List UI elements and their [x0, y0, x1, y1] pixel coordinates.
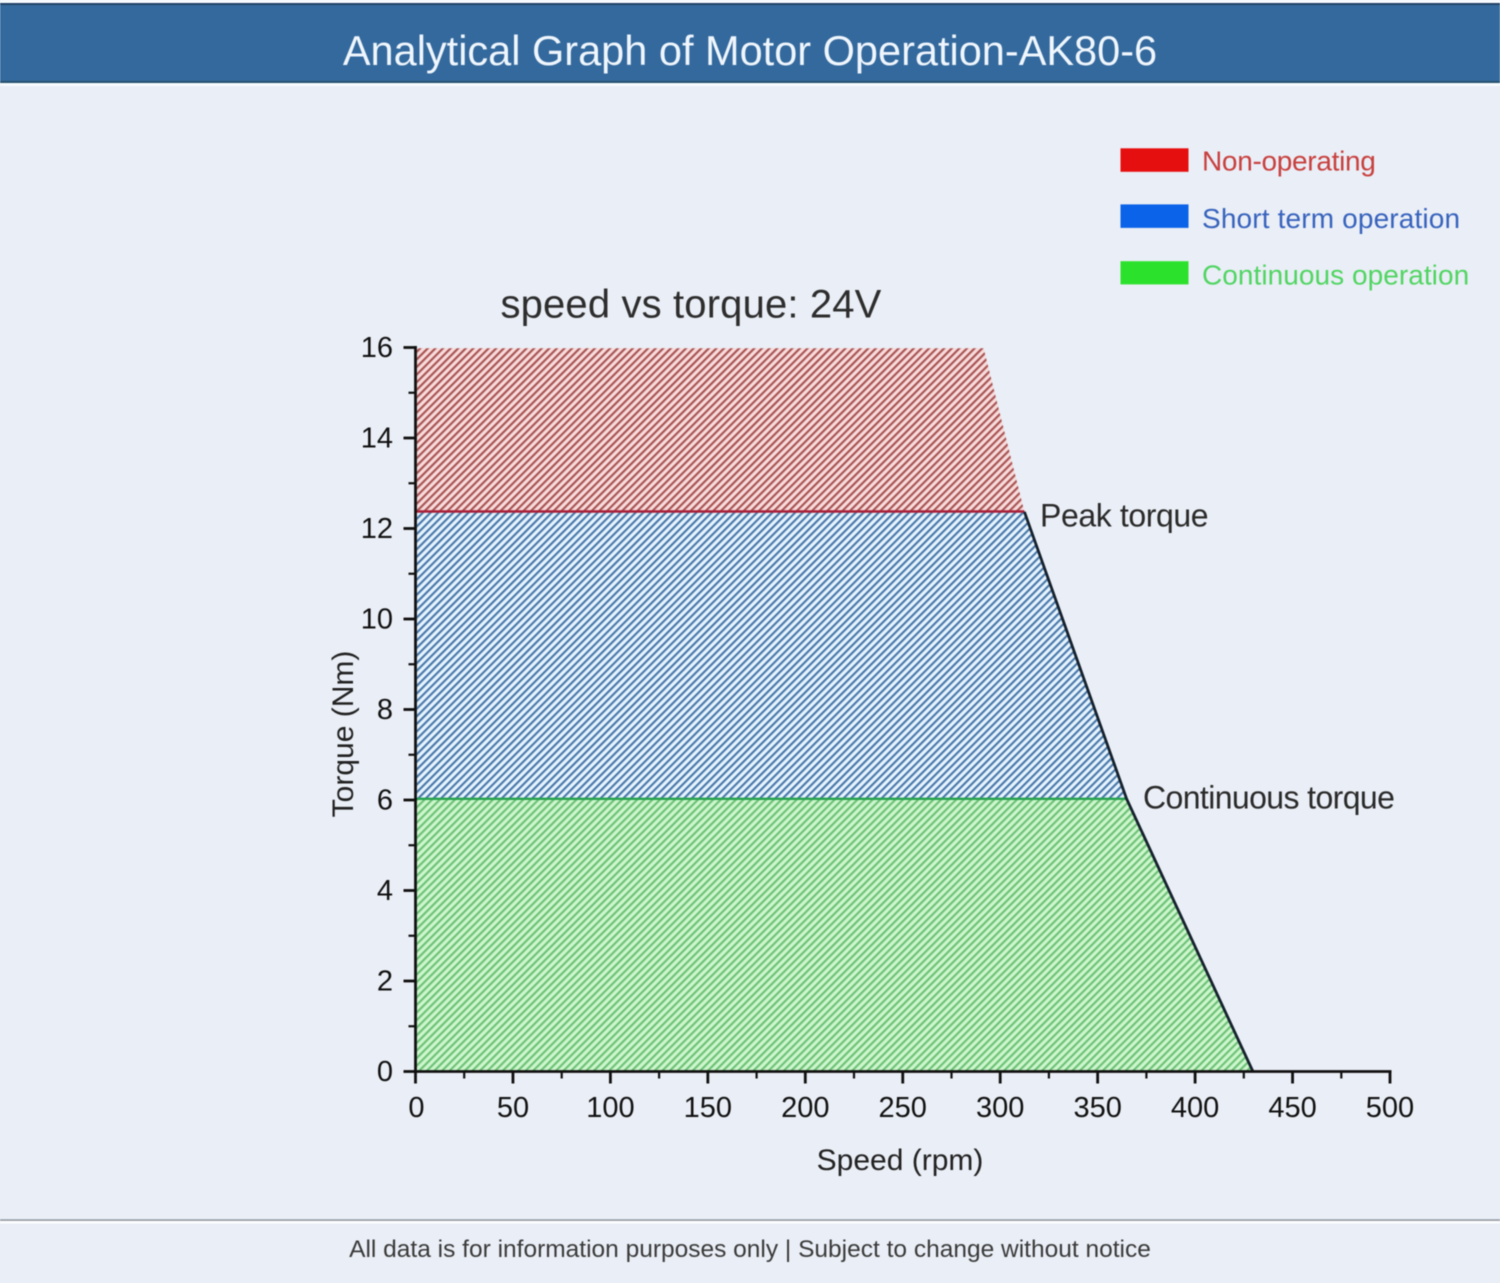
svg-text:10: 10 — [361, 604, 393, 636]
svg-text:Peak torque: Peak torque — [1040, 498, 1208, 534]
svg-text:All data is for information pu: All data is for information purposes onl… — [349, 1236, 1151, 1263]
svg-text:2: 2 — [377, 966, 393, 998]
svg-text:450: 450 — [1268, 1092, 1316, 1124]
svg-text:300: 300 — [976, 1092, 1024, 1124]
svg-text:200: 200 — [781, 1092, 829, 1124]
svg-text:Continuous torque: Continuous torque — [1143, 780, 1394, 816]
svg-text:150: 150 — [684, 1092, 732, 1124]
svg-text:Non-operating: Non-operating — [1202, 146, 1376, 177]
svg-text:100: 100 — [586, 1092, 634, 1124]
svg-text:0: 0 — [377, 1056, 393, 1088]
svg-text:4: 4 — [377, 875, 393, 907]
svg-text:8: 8 — [377, 694, 393, 726]
svg-text:Short term operation: Short term operation — [1202, 203, 1460, 234]
svg-text:14: 14 — [361, 423, 393, 455]
svg-text:Analytical Graph of Motor Oper: Analytical Graph of Motor Operation-AK80… — [343, 27, 1157, 74]
svg-text:500: 500 — [1366, 1092, 1414, 1124]
svg-text:12: 12 — [361, 513, 393, 545]
svg-text:Torque (Nm): Torque (Nm) — [327, 651, 360, 818]
svg-text:Speed (rpm): Speed (rpm) — [817, 1144, 984, 1177]
svg-text:6: 6 — [377, 785, 393, 817]
svg-text:Continuous operation: Continuous operation — [1202, 259, 1469, 290]
svg-text:350: 350 — [1073, 1092, 1121, 1124]
svg-text:16: 16 — [361, 332, 393, 364]
svg-text:400: 400 — [1171, 1092, 1219, 1124]
svg-text:50: 50 — [497, 1092, 529, 1124]
svg-text:250: 250 — [879, 1092, 927, 1124]
svg-text:0: 0 — [408, 1092, 424, 1124]
svg-text:speed vs torque: 24V: speed vs torque: 24V — [500, 282, 881, 326]
